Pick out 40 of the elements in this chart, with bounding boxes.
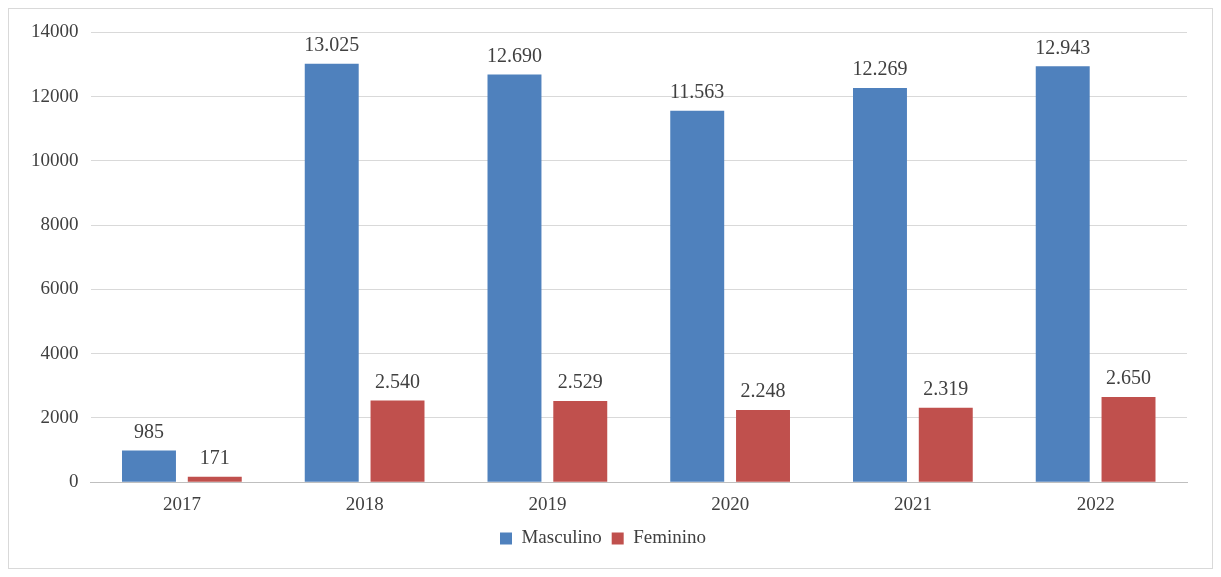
bar	[736, 409, 790, 482]
x-tick-label: 2017	[162, 492, 201, 514]
x-tick-label: 2022	[1076, 492, 1115, 514]
data-label: 12.943	[1035, 35, 1091, 58]
bar	[487, 74, 542, 482]
data-label: 2.540	[375, 369, 421, 392]
data-label: 11.563	[670, 79, 725, 102]
bar	[304, 63, 359, 482]
bar	[187, 476, 242, 482]
x-tick-label: 2018	[345, 492, 384, 514]
y-tick-label: 4000	[40, 341, 79, 363]
y-tick-label: 12000	[31, 84, 79, 106]
bar	[370, 400, 425, 482]
y-tick-label: 10000	[31, 148, 79, 170]
data-label: 12.269	[852, 57, 908, 80]
y-tick-label: 6000	[40, 277, 79, 299]
data-label: 2.650	[1106, 366, 1152, 389]
y-tick-label: 8000	[40, 213, 79, 235]
bar	[670, 110, 725, 482]
bar	[1101, 397, 1156, 482]
data-label: 171	[199, 445, 230, 468]
y-tick-label: 2000	[40, 405, 79, 427]
data-label: 2.529	[557, 370, 603, 393]
legend-label: Masculino	[521, 526, 602, 548]
bar	[122, 450, 176, 482]
data-label: 2.319	[923, 376, 969, 399]
bar	[853, 88, 907, 482]
y-tick-label: 0	[69, 470, 79, 492]
bar	[1035, 66, 1090, 482]
bar	[553, 400, 608, 482]
x-tick-label: 2019	[528, 492, 567, 514]
data-label: 2.248	[740, 379, 786, 402]
x-tick-label: 2021	[893, 492, 932, 514]
data-label: 12.690	[486, 43, 542, 66]
data-label: 13.025	[304, 32, 360, 55]
x-tick-label: 2020	[711, 492, 750, 514]
data-label: 985	[133, 419, 164, 442]
y-tick-label: 14000	[31, 20, 79, 42]
bar	[918, 407, 973, 482]
legend-label: Feminino	[633, 526, 707, 548]
